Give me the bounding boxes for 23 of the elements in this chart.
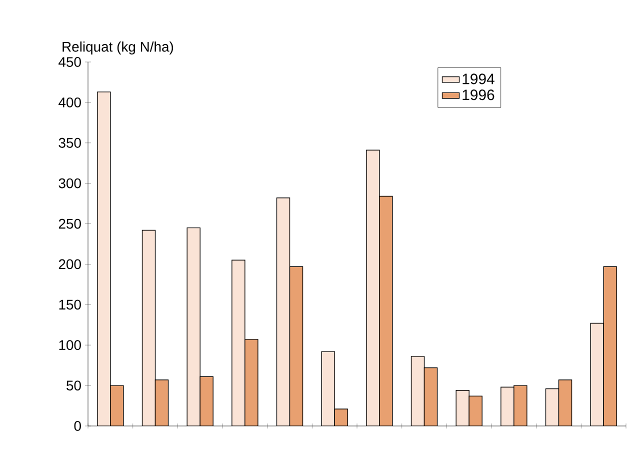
bar xyxy=(244,339,258,426)
legend-label: 1994 xyxy=(462,74,494,84)
y-tick-label: 300 xyxy=(58,178,81,188)
bar xyxy=(514,385,528,426)
y-tick-label: 150 xyxy=(59,300,81,310)
y-tick-label: 0 xyxy=(74,421,81,431)
y-tick-label: 250 xyxy=(58,218,81,229)
y-axis-title: Reliquat (kg N/ha) xyxy=(62,41,174,54)
y-tick-label: 200 xyxy=(58,259,81,270)
y-tick-label: 100 xyxy=(59,340,81,350)
y-tick-label: 350 xyxy=(58,138,81,148)
bar xyxy=(289,266,304,426)
y-tick-label: 450 xyxy=(58,57,81,67)
bar xyxy=(379,196,393,426)
legend-label: 1996 xyxy=(462,90,494,100)
y-tick-label: 400 xyxy=(58,97,81,108)
bar xyxy=(558,380,572,426)
bar xyxy=(110,385,124,426)
bar xyxy=(603,266,617,426)
y-tick-label: 50 xyxy=(66,380,81,390)
bar xyxy=(154,380,169,426)
bar xyxy=(200,376,214,426)
bar xyxy=(424,367,438,426)
